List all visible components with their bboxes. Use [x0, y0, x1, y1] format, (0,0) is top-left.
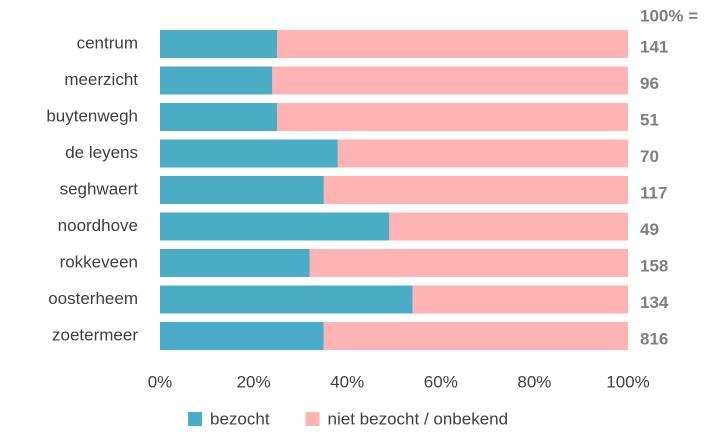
x-tick-label: 20%: [237, 372, 271, 391]
bar-segment: [309, 249, 628, 277]
x-tick-label: 0%: [148, 372, 173, 391]
bar-segment: [160, 66, 273, 95]
category-label: meerzicht: [64, 70, 138, 89]
legend-label: bezocht: [210, 409, 270, 428]
x-tick-label: 40%: [330, 372, 364, 391]
bar-segment: [389, 212, 628, 241]
category-label: buytenwegh: [46, 106, 138, 125]
bar-segment: [272, 66, 628, 95]
bar-segment: [160, 139, 338, 168]
category-label: zoetermeer: [52, 325, 138, 344]
category-label: de leyens: [65, 143, 138, 162]
bar-segment: [277, 103, 628, 131]
total-label: 158: [640, 256, 668, 275]
legend-swatch: [305, 412, 320, 426]
totals-header: 100% =: [640, 6, 698, 25]
bar-segment: [277, 30, 628, 58]
bar-segment: [160, 30, 277, 58]
bar-segment: [323, 176, 628, 204]
category-label: centrum: [77, 33, 138, 52]
bar-segment: [337, 139, 628, 168]
x-tick-label: 100%: [606, 372, 649, 391]
total-label: 117: [640, 183, 667, 202]
bar-segment: [160, 176, 324, 204]
x-tick-label: 60%: [424, 372, 458, 391]
total-label: 134: [640, 293, 669, 312]
total-label: 49: [640, 220, 659, 239]
category-label: seghwaert: [60, 179, 139, 198]
total-label: 51: [640, 110, 659, 129]
bar-segment: [160, 249, 310, 277]
bar-segment: [160, 212, 390, 241]
category-label: noordhove: [58, 216, 138, 235]
bar-segment: [412, 285, 628, 314]
total-label: 70: [640, 147, 659, 166]
bar-segment: [160, 322, 324, 350]
category-label: rokkeveen: [60, 252, 138, 271]
legend-swatch: [188, 412, 202, 426]
category-label: oosterheem: [48, 289, 138, 308]
bar-segment: [323, 322, 628, 350]
x-tick-label: 80%: [517, 372, 551, 391]
bar-segment: [160, 103, 277, 131]
bar-segment: [160, 285, 413, 314]
legend-label: niet bezocht / onbekend: [328, 409, 509, 428]
total-label: 141: [640, 37, 668, 56]
total-label: 816: [640, 329, 668, 348]
total-label: 96: [640, 74, 659, 93]
